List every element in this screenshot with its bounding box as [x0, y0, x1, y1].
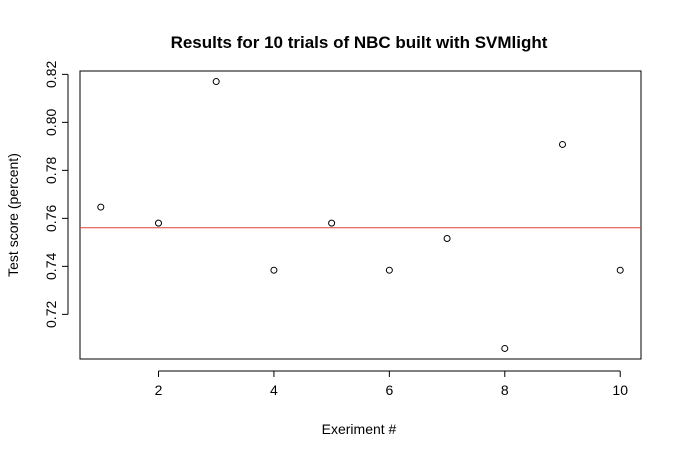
data-point	[501, 344, 509, 352]
data-point	[154, 219, 162, 227]
x-tick-label: 8	[501, 382, 509, 398]
x-tick-label: 4	[270, 382, 278, 398]
x-axis: 2 4 6 8 10	[155, 370, 628, 398]
data-point	[443, 235, 451, 243]
x-tick-label: 6	[385, 382, 393, 398]
y-tick-label: 0.82	[43, 61, 59, 88]
data-point	[212, 78, 220, 86]
chart-title: Results for 10 trials of NBC built with …	[171, 33, 548, 52]
x-tick-label: 2	[155, 382, 163, 398]
data-point	[559, 140, 567, 148]
x-tick-label: 10	[612, 382, 628, 398]
y-tick-label: 0.76	[43, 205, 59, 232]
y-tick-label: 0.78	[43, 157, 59, 184]
y-axis: 0.72 0.74 0.76 0.78 0.80 0.82	[43, 61, 69, 328]
data-point	[385, 266, 393, 274]
data-point	[97, 203, 105, 211]
data-point	[616, 266, 624, 274]
data-point	[328, 219, 336, 227]
y-tick-label: 0.72	[43, 301, 59, 328]
y-axis-label: Test score (percent)	[5, 153, 21, 277]
plot-frame	[79, 70, 642, 360]
data-point	[270, 266, 278, 274]
x-axis-label: Exeriment #	[322, 421, 397, 437]
plot-area	[80, 78, 641, 352]
y-tick-label: 0.74	[43, 253, 59, 280]
y-tick-label: 0.80	[43, 109, 59, 136]
